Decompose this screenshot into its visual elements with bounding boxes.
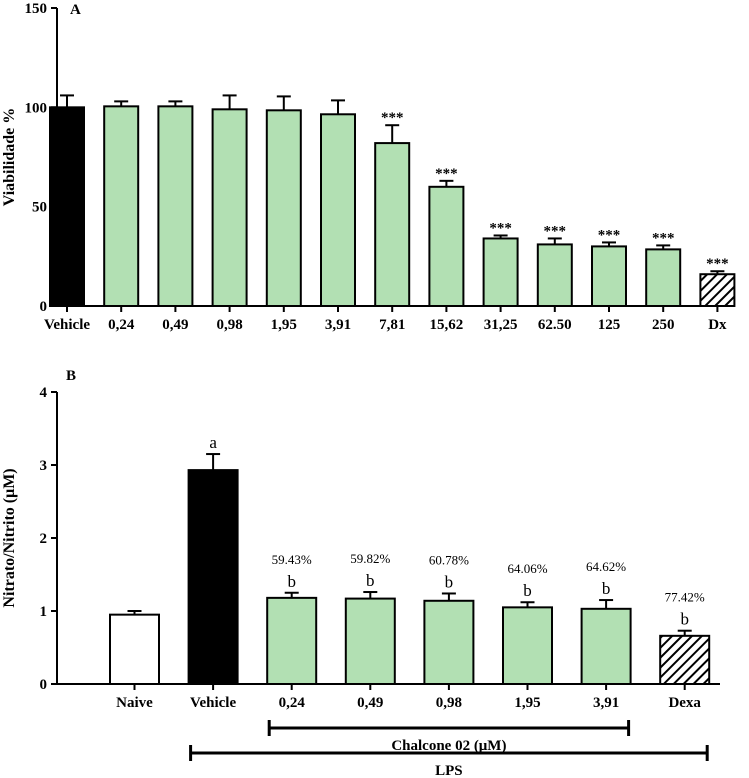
significance-stars: ***	[489, 220, 512, 236]
bar	[536, 243, 573, 307]
x-tick-label: 0,24	[108, 317, 135, 333]
x-tick-label: 0,24	[279, 695, 306, 711]
y-axis-label: Viabilidade %	[1, 108, 18, 207]
y-tick-label: 2	[40, 531, 48, 547]
inhibition-percent: 59.82%	[350, 551, 390, 566]
significance-stars: ***	[435, 166, 458, 182]
bar	[502, 606, 553, 685]
significance-letter: b	[287, 572, 296, 591]
bar	[699, 273, 736, 308]
bar	[580, 607, 632, 685]
x-tick-label: 125	[598, 317, 621, 333]
y-tick-label: 50	[32, 200, 47, 216]
x-tick-label: 7,81	[379, 317, 405, 333]
bar	[265, 109, 302, 307]
bar	[49, 106, 85, 308]
x-tick-label: 1,95	[514, 695, 540, 711]
bar	[482, 237, 519, 308]
bar	[320, 113, 356, 307]
panel-label: B	[66, 368, 76, 384]
bar	[109, 613, 160, 686]
x-tick-label: 3,91	[325, 317, 351, 333]
bar	[659, 634, 711, 686]
panel-a-chart: 0 50 100 150 Viabilidade % A Vehicle 0,24 0,49 0,…	[1, 1, 736, 333]
x-tick-label: 0,49	[162, 317, 188, 333]
bar	[187, 469, 239, 685]
inhibition-percent: 59.43%	[272, 552, 312, 567]
significance-letter: b	[445, 572, 454, 591]
significance-stars: ***	[544, 223, 567, 239]
significance-stars: ***	[381, 110, 404, 126]
bar	[428, 185, 465, 307]
bar	[591, 245, 627, 307]
x-tick-label: 0,98	[436, 695, 462, 711]
group-label: Chalcone 02 (μM)	[391, 738, 506, 754]
significance-stars: ***	[652, 230, 675, 246]
y-tick-label: 0	[40, 677, 48, 693]
bar	[374, 142, 411, 307]
inhibition-percent: 64.62%	[586, 559, 626, 574]
significance-stars: ***	[598, 227, 621, 243]
significance-letter: b	[602, 579, 611, 598]
x-tick-label: Dx	[708, 317, 727, 333]
y-tick-label: 100	[25, 100, 48, 116]
y-tick-label: 1	[40, 604, 48, 620]
y-tick-label: 3	[40, 458, 48, 474]
x-tick-label: 31,25	[484, 317, 518, 333]
group-label: LPS	[435, 763, 463, 778]
inhibition-percent: 64.06%	[507, 561, 547, 576]
x-tick-label: 0,98	[216, 317, 242, 333]
bar	[423, 599, 475, 686]
x-tick-label: 1,95	[271, 317, 297, 333]
x-tick-label: 250	[652, 317, 675, 333]
bar	[266, 596, 318, 685]
x-tick-label: Vehicle	[190, 695, 236, 711]
bar	[211, 108, 248, 307]
significance-letter: b	[366, 571, 375, 590]
x-tick-label: Dexa	[668, 695, 701, 711]
x-tick-label: Vehicle	[44, 317, 90, 333]
inhibition-percent: 60.78%	[429, 552, 469, 567]
significance-letter: a	[209, 433, 217, 452]
bar	[103, 105, 140, 307]
bar	[645, 248, 682, 308]
significance-letter: b	[680, 610, 689, 629]
x-tick-label: 62.50	[538, 317, 572, 333]
bar	[344, 597, 396, 686]
panel-label: A	[70, 2, 81, 18]
x-tick-label: 15,62	[430, 317, 464, 333]
x-tick-label: 0,49	[357, 695, 383, 711]
y-tick-label: 150	[25, 1, 48, 17]
bar	[157, 105, 194, 307]
y-tick-label: 4	[40, 385, 48, 401]
y-axis-label: Nitrato/Nitrito (μM)	[1, 468, 18, 607]
x-tick-label: Naive	[116, 695, 153, 711]
y-tick-label: 0	[40, 299, 48, 315]
significance-letter: b	[523, 581, 532, 600]
inhibition-percent: 77.42%	[665, 590, 705, 605]
significance-stars: ***	[706, 256, 729, 272]
x-tick-label: 3,91	[593, 695, 619, 711]
panel-b-chart: 0 1 2 3 4 Nitrato/Nitrito (μM) B Naive Vehicle a 0…	[1, 368, 720, 778]
